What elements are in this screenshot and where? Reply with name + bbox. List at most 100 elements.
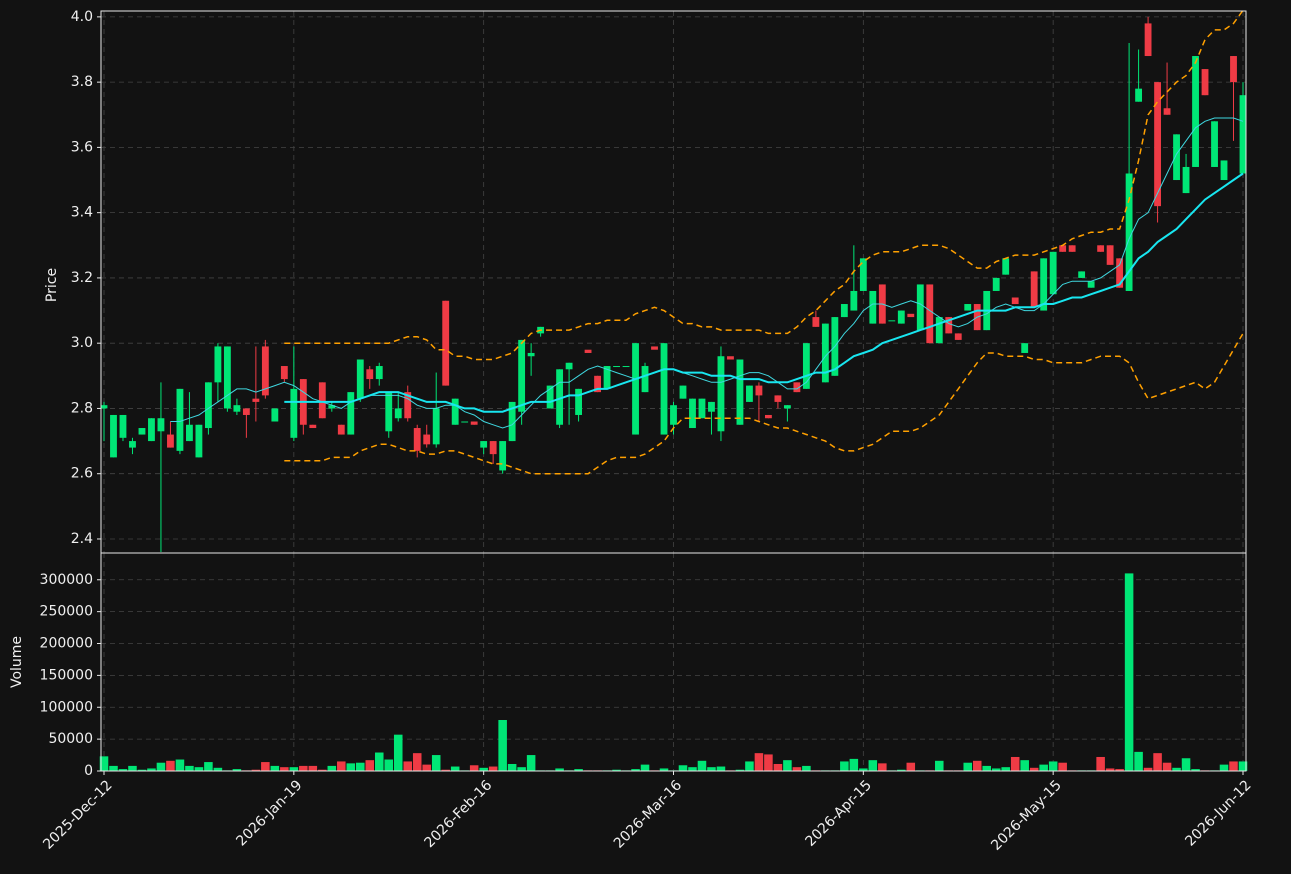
volume-bar [1134,751,1143,771]
candle-body [1163,108,1171,115]
candle-body [660,343,668,435]
volume-bar [507,763,517,771]
volume-bar [906,762,916,771]
candle-body [518,339,526,412]
candle-body [337,424,345,435]
candle-body [584,349,592,353]
volume-bar [802,765,811,771]
candle-body [157,418,165,432]
volume-bar [346,763,356,771]
candle-body [1021,343,1029,353]
candle-body [556,369,564,425]
candle-body [717,356,725,432]
candle-body [1068,245,1076,252]
volume-bar [1238,761,1248,771]
candle-body [926,284,934,344]
volume-bar [441,769,450,771]
volume-bar [697,760,707,771]
y-tick-label: 50000 [48,731,93,747]
candle-body [100,405,108,409]
volume-bar [318,769,327,771]
volume-bar [469,765,479,771]
candle-body [204,382,212,429]
indicator-line [284,172,1244,413]
candle-body [907,313,915,318]
candle-body [1211,121,1218,167]
candle-body [802,343,810,389]
candle-body [423,434,431,445]
y-axis-label: Price [44,268,60,302]
volume-bar [659,768,669,771]
volume-bar [840,761,849,771]
indicator-line [284,9,1244,361]
candle-body [1135,88,1143,102]
candle-body [214,346,222,383]
candle-body [1106,245,1114,265]
candle-body [442,300,450,386]
volume-bar [716,766,726,771]
indicator-line [284,333,1244,475]
volume-bar [1229,761,1238,771]
volume-bar [1181,758,1191,771]
candle-body [1201,69,1209,96]
candle-body [641,366,649,393]
volume-bar [1105,768,1115,771]
volume-bar [1020,760,1029,771]
candle-body [736,359,744,425]
candle-body [1097,245,1105,252]
candle-body [138,428,146,435]
candle-body [119,414,127,438]
candle-body [1078,271,1086,278]
volume-bar [327,765,337,771]
y-tick-label: 0 [84,763,93,779]
volume-bar [934,760,944,771]
candle-body [964,304,972,311]
volume-bar [868,760,878,771]
candle-body [233,405,241,412]
volume-bar [299,765,308,771]
volume-bar [1029,767,1039,771]
candle-body [318,382,326,419]
candle-body [698,398,706,419]
volume-bar [574,769,583,771]
candle-body [603,366,611,389]
volume-bar [688,767,697,771]
candle-body [252,398,260,402]
volume-bar [1115,769,1124,771]
candle-body [347,392,355,435]
volume-bar [1162,762,1172,771]
volume-bar [118,769,128,771]
volume-bar [498,720,507,771]
candle-body [1125,173,1133,291]
candle-body [1040,258,1048,311]
volume-bar [147,768,156,771]
candle-body [888,320,896,322]
candle-body [1182,166,1190,194]
candle-body [1239,95,1247,174]
candle-body [527,352,535,357]
marks [99,9,1248,771]
candle-body [774,395,782,402]
volume-bar [403,761,413,771]
volume-bar [261,762,270,771]
candle-body [869,290,877,324]
volume-bar [1124,573,1134,771]
candle-body [451,398,459,425]
volume-bar [991,768,1001,771]
candle-body [148,418,155,442]
candle-body [176,388,184,451]
y-tick-label: 100000 [40,699,93,715]
volume-bar [431,755,441,771]
candle-body [1011,297,1019,305]
candle-body [1116,258,1124,288]
volume-bar [640,764,650,771]
candle-body [280,366,288,380]
indicator-line [170,117,1244,429]
candle-body [413,428,421,451]
y-tick-label: 3.8 [71,74,93,90]
candle-body [708,401,715,412]
volume-bar [1001,767,1010,771]
candle-body [328,405,336,409]
volume-bar [308,765,318,771]
volume-bar [1191,769,1200,771]
